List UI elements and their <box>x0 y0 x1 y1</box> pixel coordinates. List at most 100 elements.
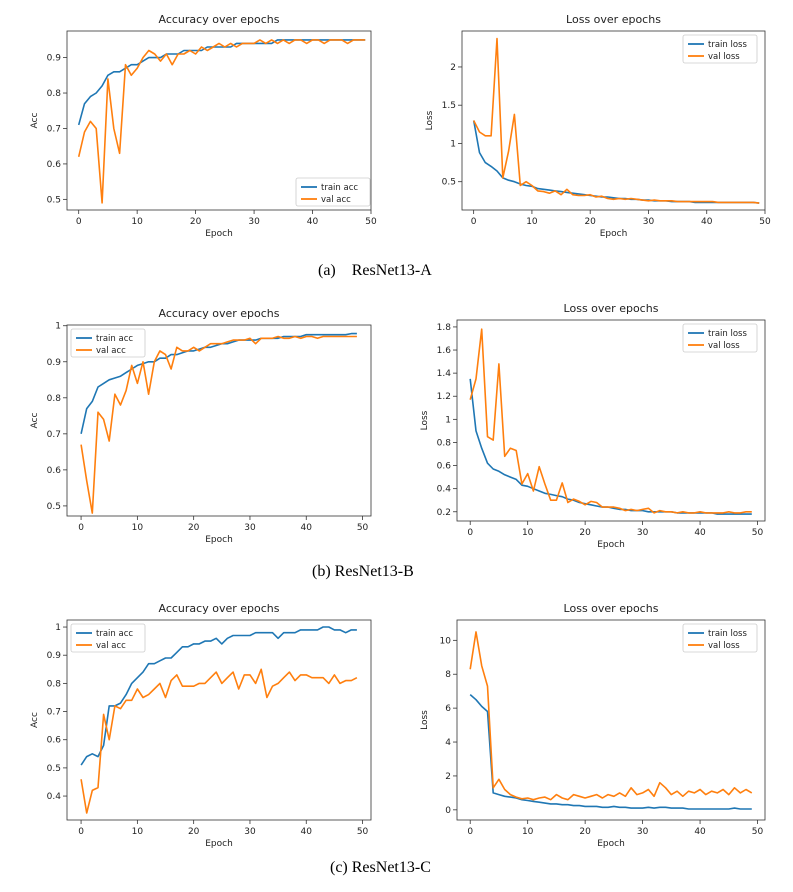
chart-title: Accuracy over epochs <box>159 602 280 615</box>
caption-resnet13-c: (c) ResNet13-C <box>330 859 431 876</box>
x-tick-label: 50 <box>365 217 377 227</box>
y-tick-label: 0 <box>445 806 451 816</box>
x-tick-label: 10 <box>132 523 144 533</box>
y-tick-label: 1 <box>445 415 451 425</box>
legend-entry: val acc <box>96 641 126 651</box>
x-tick-label: 40 <box>694 827 706 837</box>
x-tick-label: 0 <box>76 217 82 227</box>
y-tick-label: 1.8 <box>437 323 452 333</box>
x-tick-label: 20 <box>579 827 591 837</box>
x-tick-label: 50 <box>752 827 764 837</box>
x-tick-label: 20 <box>579 528 591 538</box>
y-axis-label: Acc <box>30 712 40 728</box>
chart-title: Accuracy over epochs <box>159 13 280 26</box>
x-tick-label: 40 <box>694 528 706 538</box>
x-axis-label: Epoch <box>600 229 628 239</box>
y-tick-label: 0.7 <box>47 708 61 718</box>
x-tick-label: 20 <box>584 217 596 227</box>
y-tick-label: 0.8 <box>47 394 62 404</box>
series-line-val-acc <box>77 39 366 204</box>
x-tick-label: 50 <box>752 528 764 538</box>
chart-panel-b-right: Loss over epochs 0 10 20 30 40 50 0.2 0.4 0.6 0.8 1… <box>420 302 766 550</box>
x-axis-label: Epoch <box>597 540 625 550</box>
x-tick-label: 30 <box>244 523 256 533</box>
y-tick-label: 1 <box>450 139 456 149</box>
series-line-val-loss <box>472 37 760 204</box>
y-tick-label: 0.9 <box>47 651 62 661</box>
plot-frame <box>66 619 372 821</box>
x-tick-label: 30 <box>244 827 256 837</box>
y-tick-label: 0.8 <box>47 679 62 689</box>
series-line-val-loss <box>469 328 752 514</box>
y-tick-label: 0.8 <box>437 438 452 448</box>
chart-panel-a-left: Accuracy over epochs 0 10 20 30 40 50 0.5 0.6 0.7… <box>30 13 377 239</box>
legend-entry: val loss <box>708 641 740 651</box>
x-tick-label: 30 <box>643 217 655 227</box>
chart-title: Accuracy over epochs <box>159 307 280 320</box>
y-tick-label: 2 <box>445 772 451 782</box>
x-tick-label: 30 <box>248 217 260 227</box>
legend-entry: val loss <box>708 341 740 351</box>
y-tick-label: 1.2 <box>437 392 451 402</box>
x-tick-label: 50 <box>357 827 369 837</box>
chart-panel-b-left: Accuracy over epochs 0 10 20 30 40 50 0.5 0.6 0.7… <box>30 307 372 545</box>
x-tick-label: 40 <box>301 827 313 837</box>
chart-panel-c-left: Accuracy over epochs 0 10 20 30 40 50 0.4 0.5 0.6… <box>30 602 372 849</box>
y-tick-label: 2 <box>450 63 456 73</box>
y-tick-label: 0.9 <box>47 54 62 64</box>
plot-frame <box>461 30 766 211</box>
y-tick-label: 10 <box>440 636 452 646</box>
legend: train acc val acc <box>295 177 371 207</box>
plot-frame <box>66 324 372 517</box>
y-tick-label: 1 <box>55 322 61 332</box>
x-tick-label: 20 <box>188 523 200 533</box>
series-line-train-loss <box>469 693 752 810</box>
x-tick-label: 40 <box>301 523 313 533</box>
x-axis-label: Epoch <box>597 839 625 849</box>
y-tick-label: 0.5 <box>47 195 61 205</box>
series-line-val-acc <box>80 335 357 514</box>
chart-panel-a-right: Loss over epochs 0 10 20 30 40 50 0.5 1 1.5 2 Epoch… <box>425 13 771 239</box>
x-tick-label: 10 <box>522 528 534 538</box>
x-tick-label: 10 <box>131 217 143 227</box>
legend-entry: val loss <box>708 52 740 62</box>
x-tick-label: 0 <box>78 523 84 533</box>
legend-entry: train loss <box>708 329 747 339</box>
series-line-val-acc <box>80 668 358 814</box>
x-tick-label: 40 <box>701 217 713 227</box>
x-tick-label: 20 <box>188 827 200 837</box>
y-tick-label: 0.4 <box>437 485 452 495</box>
y-tick-label: 0.5 <box>47 764 61 774</box>
y-tick-label: 0.6 <box>47 466 62 476</box>
x-tick-label: 50 <box>759 217 771 227</box>
legend-entry: train acc <box>96 334 133 344</box>
y-axis-label: Loss <box>420 710 430 730</box>
series-line-train-acc <box>80 332 357 434</box>
x-tick-label: 0 <box>467 827 473 837</box>
y-tick-label: 0.8 <box>47 89 62 99</box>
y-tick-label: 1.6 <box>437 346 452 356</box>
legend: train loss val loss <box>682 34 758 64</box>
y-tick-label: 0.4 <box>47 792 62 802</box>
x-tick-label: 10 <box>526 217 538 227</box>
x-tick-label: 0 <box>467 528 473 538</box>
x-tick-label: 0 <box>471 217 477 227</box>
legend-entry: val acc <box>321 195 351 205</box>
legend: train loss val loss <box>682 323 758 353</box>
chart-title: Loss over epochs <box>564 302 659 315</box>
x-tick-label: 50 <box>357 523 369 533</box>
plot-frame <box>66 30 372 211</box>
y-tick-label: 1 <box>55 623 61 633</box>
y-axis-label: Acc <box>30 413 40 429</box>
x-tick-label: 30 <box>637 528 649 538</box>
y-tick-label: 8 <box>445 670 451 680</box>
y-tick-label: 0.6 <box>47 160 62 170</box>
y-axis-label: Loss <box>425 110 435 130</box>
y-tick-label: 0.2 <box>437 508 451 518</box>
x-axis-label: Epoch <box>205 229 233 239</box>
y-tick-label: 1.5 <box>442 101 456 111</box>
x-tick-label: 10 <box>522 827 534 837</box>
caption-resnet13-b: (b) ResNet13-B <box>312 563 414 580</box>
legend-entry: val acc <box>96 346 126 356</box>
